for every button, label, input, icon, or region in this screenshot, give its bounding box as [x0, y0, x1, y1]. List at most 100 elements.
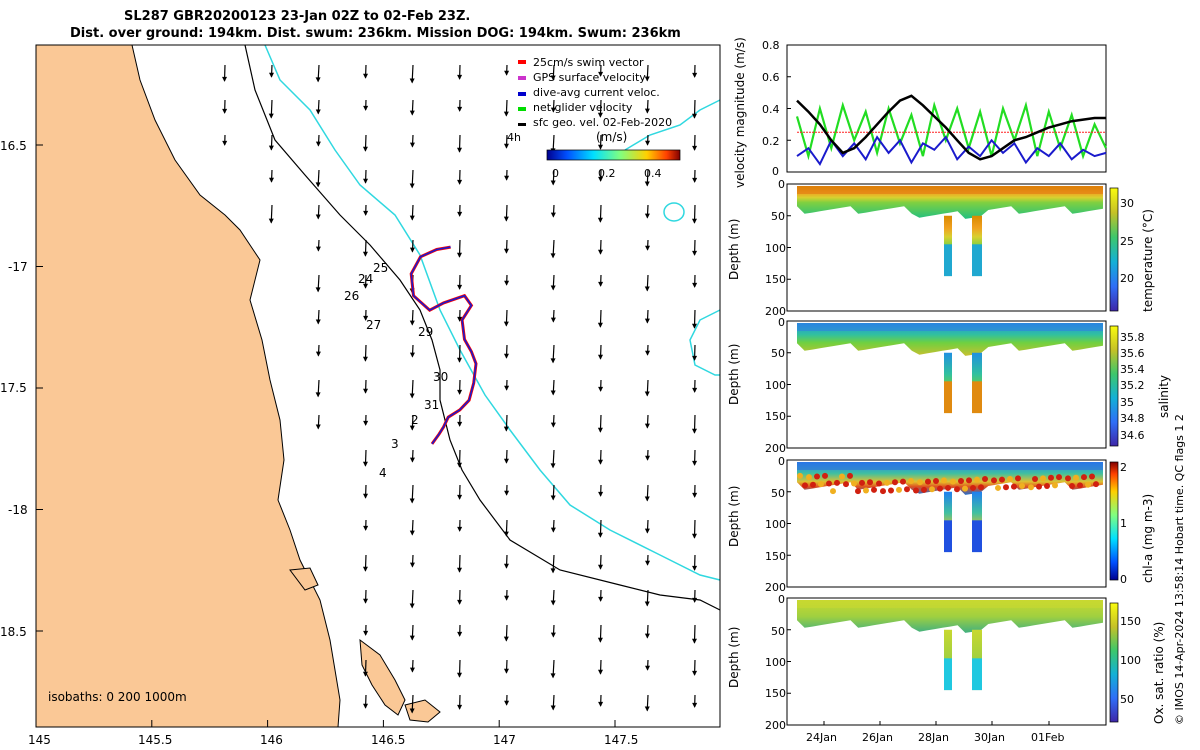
velocity-arrow-head [409, 498, 415, 504]
velocity-arrow-head [457, 74, 463, 80]
velocity-series-net-glider [795, 101, 1107, 161]
vel-ytick: 0.4 [762, 103, 780, 116]
chl-dot [884, 479, 890, 486]
chl-dot [1040, 475, 1046, 482]
velocity-arrow-head [644, 286, 650, 292]
velocity-arrow-head [457, 106, 463, 112]
copyright-note: © IMOS 14-Apr-2024 13:58:14 Hobart time.… [1173, 414, 1186, 725]
velocity-arrow-head [598, 71, 604, 77]
velocity-arrow-head [597, 354, 603, 360]
chl-dot [933, 477, 939, 484]
colorbar-tick-02: 0.2 [598, 167, 616, 180]
velocity-arrow-head [409, 425, 415, 431]
velocity-arrow-head [409, 110, 415, 116]
velocity-arrow-head [597, 112, 603, 118]
velocity-arrow-head [691, 113, 697, 119]
velocity-arrow-head [315, 287, 321, 293]
velocity-arrow-head [409, 530, 415, 536]
ytick-18: -18 [8, 503, 28, 517]
velocity-arrow-head [456, 462, 462, 468]
chl-dot [876, 480, 882, 487]
velocity-arrow-head [409, 215, 415, 221]
velocity-arrow-head [550, 75, 556, 81]
velocity-arrow-head [363, 420, 369, 426]
vel-ytick: 0.8 [762, 39, 780, 52]
velocity-arrow-head [645, 245, 651, 251]
velocity-arrow-head [315, 77, 321, 83]
date-tick: 01Feb [1031, 731, 1065, 744]
date-tick: 26Jan [862, 731, 893, 744]
chl-dot [1003, 484, 1009, 491]
chl-dot [1089, 473, 1095, 480]
velocity-arrow-head [644, 496, 650, 502]
velocity-arrow-head [409, 708, 415, 714]
heatmap-deep-tip [972, 520, 982, 553]
velocity-arrow-head [457, 211, 463, 217]
chl-dot [913, 487, 919, 494]
chl-dot [855, 488, 861, 495]
chl-dot [929, 486, 935, 493]
day-label: 2 [411, 413, 419, 427]
velocity-arrow-head [457, 389, 463, 395]
temp-ytick: 0 [778, 178, 785, 191]
velocity-arrow-head [692, 250, 698, 256]
velocity-arrow-head [362, 461, 368, 467]
ox-ytick: 150 [765, 687, 786, 700]
temp-ytick: 100 [765, 242, 786, 255]
chl-dot [970, 484, 976, 491]
velocity-arrow-head [644, 108, 650, 114]
chl-cbar-tick: 2 [1120, 461, 1127, 474]
chl-dot [847, 472, 853, 479]
velocity-arrow-head [456, 147, 462, 153]
velocity-arrow-head [315, 214, 321, 220]
temp-ytick: 50 [771, 210, 785, 223]
chl-cbar-tick: 0 [1120, 573, 1127, 586]
velocity-arrow-head [315, 351, 321, 357]
heatmap-body [797, 323, 1103, 356]
heatmap-surface-layer [797, 186, 1103, 194]
chl-dot [908, 477, 914, 484]
chl-dot [1044, 483, 1050, 490]
chl-dot [978, 484, 984, 491]
velocity-arrow-head [645, 455, 651, 461]
velocity-arrow-head [457, 284, 463, 290]
temp-ylabel: Depth (m) [727, 218, 741, 280]
chl-dot [1093, 481, 1099, 488]
sal-cbar-tick: 35.6 [1120, 347, 1145, 360]
velocity-arrow-head [362, 251, 368, 257]
velocity-arrow-head [597, 637, 603, 643]
velocity-arrow-head [363, 493, 369, 499]
chl-dot [871, 486, 877, 493]
velocity-arrow-head [644, 706, 650, 712]
velocity-arrow-head [550, 180, 556, 186]
chl-dot [937, 485, 943, 492]
chl-dot [1007, 476, 1013, 483]
velocity-arrow-head [550, 568, 556, 574]
chl-dot [892, 479, 898, 486]
chl-dot [810, 481, 816, 488]
chl-dot [950, 478, 956, 485]
velocity-arrow-head [362, 146, 368, 152]
chl-dot [1052, 482, 1058, 489]
velocity-series-sfc-geo [796, 94, 1106, 161]
chl-dot [830, 488, 836, 495]
heatmap-deep-tip [972, 381, 982, 414]
chl-dot [1011, 483, 1017, 490]
xtick-147-5: 147.5 [604, 733, 639, 747]
legend-swatches [518, 60, 526, 126]
glider-track-current [410, 246, 477, 445]
sal-cbar-tick: 35.8 [1120, 331, 1145, 344]
chl-dot [941, 477, 947, 484]
velocity-arrow-head [504, 700, 510, 706]
vel-ytick: 0 [772, 165, 779, 178]
chl-dot [925, 478, 931, 485]
velocity-arrow-head [315, 319, 321, 325]
chl-dot [982, 476, 988, 483]
chl-cbar-tick: 1 [1120, 517, 1127, 530]
velocity-arrow-head [597, 564, 603, 570]
chl-ylabel: Depth (m) [727, 485, 741, 547]
velocity-arrow-head [503, 143, 509, 149]
heatmap-deep-tip [944, 381, 952, 414]
chl-ytick: 200 [765, 581, 786, 594]
velocity-arrow-head [409, 142, 415, 148]
